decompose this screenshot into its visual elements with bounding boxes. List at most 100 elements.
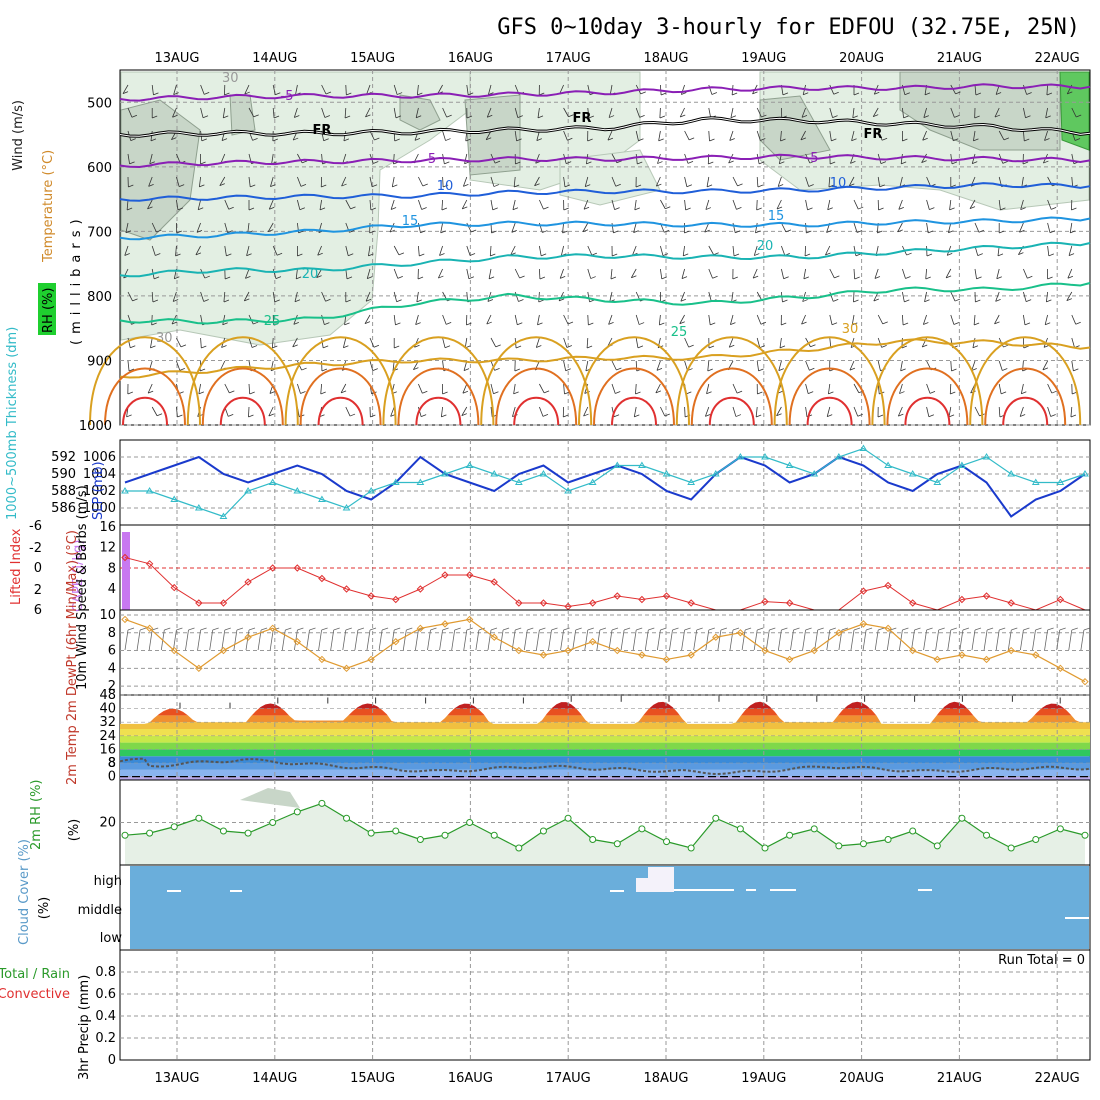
li-point bbox=[170, 583, 178, 592]
wind10m-barb-flag bbox=[127, 627, 135, 631]
wind-barb-flag bbox=[639, 115, 645, 118]
thickness-point bbox=[1007, 470, 1016, 477]
wind-barb bbox=[853, 199, 859, 210]
wind-barb-flag bbox=[827, 207, 833, 211]
cloud-level-label: middle bbox=[78, 903, 122, 918]
wind-barb-flag bbox=[757, 391, 763, 395]
top-date-axis: 13AUG 14AUG 15AUG 16AUG 17AUG 18AUG 19AUG 20AUG… bbox=[154, 51, 1079, 66]
wind-barb bbox=[466, 268, 470, 279]
wind-barb-flag bbox=[340, 390, 347, 394]
wind10m-point bbox=[1081, 677, 1089, 686]
wind-barb bbox=[902, 268, 906, 279]
wind-barb-flag bbox=[873, 114, 879, 118]
wind-barb-flag bbox=[199, 368, 206, 372]
wind-barb-flag bbox=[462, 390, 469, 394]
wind-barb-flag bbox=[1000, 391, 1007, 395]
wind-barb-flag bbox=[488, 276, 495, 280]
wind-barb-flag bbox=[440, 230, 446, 234]
wind10m-barb-flag bbox=[914, 627, 921, 631]
wind-barb-flag bbox=[153, 276, 160, 280]
wind10m-barb-flag bbox=[1071, 627, 1078, 631]
wind-barb bbox=[536, 130, 540, 141]
wind-barb-flag bbox=[1051, 390, 1057, 394]
wind-barb-flag bbox=[640, 91, 646, 95]
precip-axes: 0 0.2 0.4 0.6 0.8 bbox=[95, 965, 116, 1068]
wind-barb-flag bbox=[486, 137, 492, 141]
wind-barb-flag bbox=[156, 229, 162, 233]
wind-barb bbox=[1045, 291, 1048, 302]
wind-barb bbox=[390, 199, 395, 210]
wind-tick: 2 bbox=[108, 679, 116, 694]
wind10m-barb-flag bbox=[309, 627, 316, 631]
cloud-gap-line bbox=[746, 889, 756, 891]
wind-barb-flag bbox=[853, 299, 859, 303]
wind-barb bbox=[124, 245, 129, 256]
thickness-point bbox=[588, 478, 597, 485]
wind-barb bbox=[246, 245, 250, 256]
wind10m-point bbox=[145, 624, 154, 633]
wind-barb-flag bbox=[708, 161, 714, 165]
wind10m-barb-flag bbox=[1035, 627, 1042, 631]
rh-point bbox=[933, 842, 941, 850]
wind-barb bbox=[490, 176, 495, 187]
wind-barb bbox=[195, 245, 201, 256]
wind-barb-flag bbox=[463, 184, 469, 187]
wind-barb-flag bbox=[705, 414, 711, 417]
li-point bbox=[761, 597, 769, 606]
wind-barb bbox=[151, 84, 154, 95]
wind10m-barb bbox=[802, 629, 806, 651]
wind-barb-flag bbox=[516, 138, 522, 142]
wind-barb-flag bbox=[658, 138, 664, 142]
wind-barb-flag bbox=[518, 299, 524, 302]
wind-barb bbox=[488, 84, 492, 95]
wind-barb bbox=[684, 199, 687, 210]
wind-barb bbox=[248, 337, 253, 348]
li-point bbox=[490, 578, 498, 586]
cloud-gap-line bbox=[770, 889, 796, 891]
wind10m-barb bbox=[729, 629, 734, 651]
rh-point bbox=[539, 827, 547, 835]
top-date-label: 14AUG bbox=[252, 51, 297, 66]
wind-barb bbox=[877, 130, 883, 141]
top-date-label: 15AUG bbox=[350, 51, 395, 66]
cape-tick: 16 bbox=[99, 520, 116, 535]
wind10m-point bbox=[835, 629, 843, 637]
wind-barb bbox=[224, 222, 228, 233]
diurnal-isotherm bbox=[513, 396, 560, 426]
wind-barb bbox=[632, 245, 637, 256]
wind-barb-flag bbox=[413, 367, 419, 371]
rh2m-panel: 20 (%) 2m RH (%) bbox=[29, 779, 1091, 866]
wind-barb-flag bbox=[953, 322, 960, 325]
diurnal-isotherm bbox=[969, 336, 1082, 426]
wind-barb-flag bbox=[365, 114, 371, 118]
wind-barb-flag bbox=[152, 115, 158, 119]
wind10m-point bbox=[613, 646, 622, 655]
wind10m-barb bbox=[765, 629, 770, 651]
isotherm-line bbox=[119, 338, 1091, 379]
wind-barb-flag bbox=[755, 230, 761, 234]
wind-barb bbox=[805, 222, 807, 234]
wind-barb bbox=[490, 199, 494, 210]
wind-barb-flag bbox=[469, 253, 476, 256]
wind-barb bbox=[708, 291, 712, 302]
wind-barb-flag bbox=[465, 138, 471, 142]
wind10m-barb bbox=[572, 629, 577, 651]
wind-barb bbox=[998, 406, 1001, 418]
thickness-point bbox=[933, 478, 942, 485]
wind-barb-flag bbox=[177, 207, 184, 211]
wind-barb-flag bbox=[1021, 391, 1027, 395]
wind-barb bbox=[176, 406, 178, 417]
wind10m-point bbox=[908, 646, 917, 655]
li-point bbox=[638, 595, 646, 604]
thickness-point bbox=[194, 504, 203, 511]
wind-barb bbox=[1047, 406, 1052, 417]
wind-barb bbox=[442, 130, 446, 141]
rh-point bbox=[490, 831, 498, 839]
wind-barb bbox=[635, 130, 639, 141]
wind-barb-flag bbox=[417, 276, 424, 280]
wind-barb-flag bbox=[1003, 137, 1010, 141]
wind-barb-flag bbox=[900, 368, 906, 372]
wind-tick: 4 bbox=[108, 661, 116, 676]
li-tick: -6 bbox=[29, 519, 42, 534]
wind10m-barb bbox=[862, 629, 867, 651]
